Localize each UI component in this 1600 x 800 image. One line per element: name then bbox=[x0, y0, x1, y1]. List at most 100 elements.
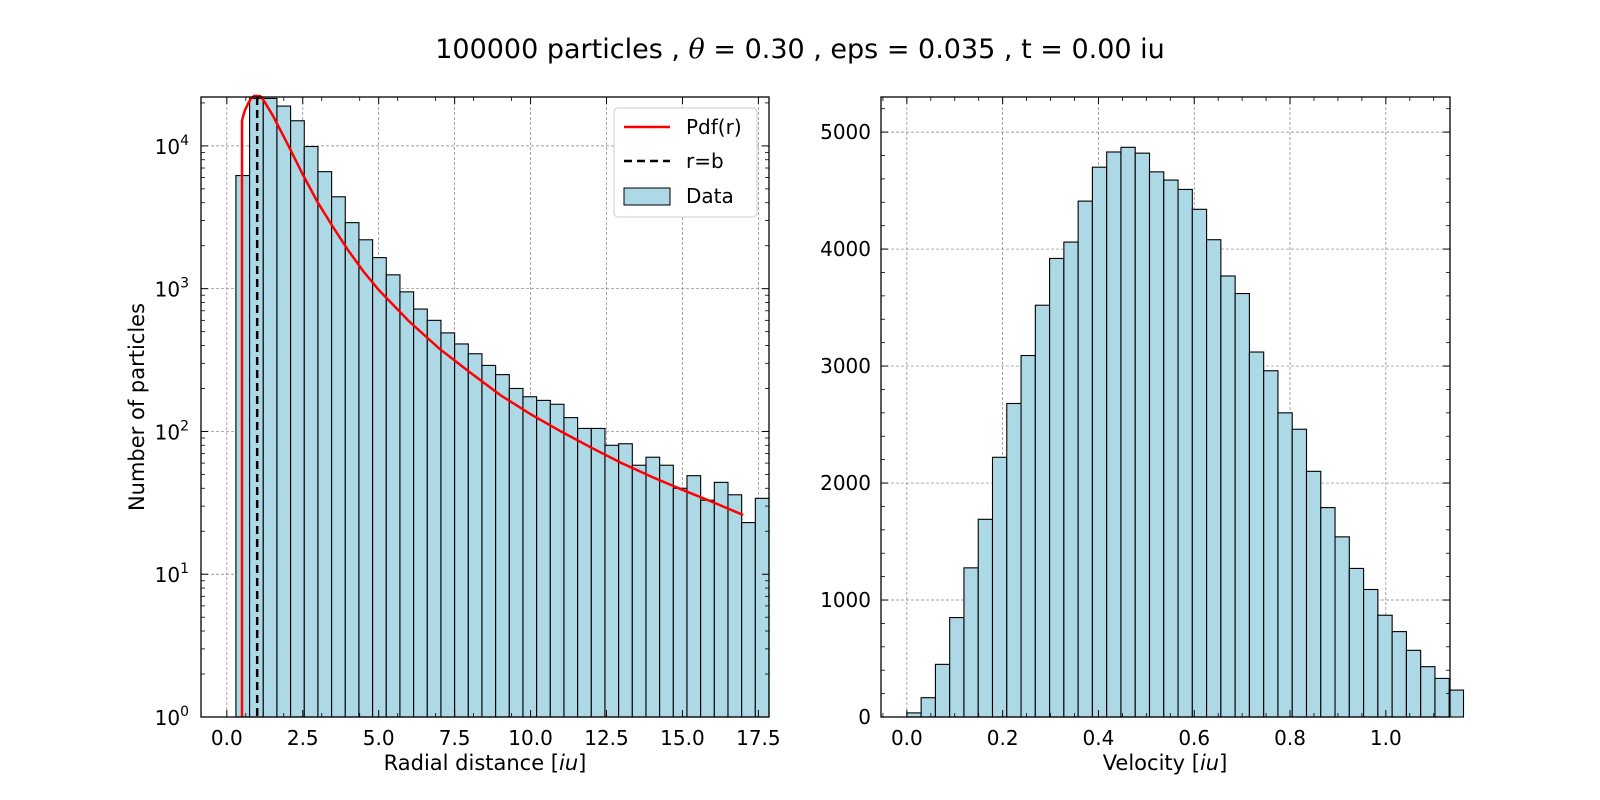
velocity-bar bbox=[1405, 649, 1422, 718]
radial-y-axis-label: Number of particles bbox=[125, 303, 149, 511]
velocity-bars bbox=[906, 146, 1465, 718]
velocity-bar bbox=[1291, 428, 1308, 718]
radial-bar bbox=[454, 343, 469, 718]
velocity-bar bbox=[1177, 188, 1193, 718]
velocity-bar bbox=[1206, 239, 1222, 718]
velocity-bar bbox=[1077, 200, 1093, 718]
radial-y-tick-labels: 100 101 102 103 104 bbox=[155, 133, 189, 730]
legend-data-label: Data bbox=[686, 184, 734, 208]
radial-bar bbox=[317, 171, 333, 718]
velocity-x-tick-labels: 0.0 0.2 0.4 0.6 0.8 1.0 bbox=[891, 726, 1402, 750]
velocity-y-tick-label: 1000 bbox=[820, 588, 871, 612]
velocity-bar bbox=[1163, 179, 1179, 718]
radial-bars bbox=[235, 97, 770, 718]
radial-x-tick-label: 2.5 bbox=[287, 726, 319, 750]
radial-bar bbox=[276, 105, 292, 718]
velocity-y-tick-label: 2000 bbox=[820, 471, 871, 495]
radial-bar bbox=[331, 196, 346, 718]
radial-bar bbox=[399, 291, 415, 718]
velocity-y-tick-label: 3000 bbox=[820, 354, 871, 378]
legend-data-swatch bbox=[623, 187, 671, 206]
radial-bar bbox=[577, 427, 592, 718]
velocity-y-tick-label: 4000 bbox=[820, 237, 871, 261]
velocity-bar bbox=[1191, 208, 1208, 718]
velocity-x-axis-label: Velocity [iu] bbox=[1103, 751, 1228, 775]
radial-x-tick-label: 10.0 bbox=[508, 726, 553, 750]
radial-bar bbox=[713, 481, 729, 718]
radial-x-axis-label: Radial distance [iu] bbox=[384, 751, 587, 775]
velocity-bar bbox=[977, 518, 994, 718]
radial-y-tick-label: 102 bbox=[155, 418, 189, 444]
radial-bar bbox=[563, 417, 579, 718]
radial-bar bbox=[590, 427, 606, 718]
velocity-bar bbox=[991, 456, 1008, 718]
pdf-curve bbox=[240, 94, 744, 717]
velocity-bar bbox=[1148, 171, 1165, 718]
radial-bar bbox=[426, 319, 442, 718]
figure-title: 100000 particles , θ = 0.30 , eps = 0.03… bbox=[0, 34, 1600, 65]
radial-bar bbox=[495, 374, 510, 718]
radial-y-tick-label: 103 bbox=[155, 276, 189, 302]
velocity-axes-frame bbox=[880, 96, 1451, 718]
velocity-x-tick-label: 1.0 bbox=[1370, 726, 1402, 750]
velocity-bar bbox=[1434, 677, 1450, 718]
radial-y-tick-label: 101 bbox=[155, 561, 189, 587]
radial-bar bbox=[467, 353, 483, 718]
velocity-bar bbox=[1305, 470, 1322, 718]
radial-bar bbox=[659, 464, 674, 718]
velocity-x-tick-label: 0.2 bbox=[987, 726, 1019, 750]
title-part-2: = 0.30 , eps = 0.035 , t = 0.00 iu bbox=[704, 34, 1165, 65]
radial-x-tick-label: 7.5 bbox=[439, 726, 471, 750]
velocity-x-tick-label: 0.4 bbox=[1083, 726, 1115, 750]
velocity-bar bbox=[1034, 304, 1051, 718]
radial-bar bbox=[618, 443, 633, 718]
velocity-bar bbox=[1006, 402, 1022, 718]
radial-bar bbox=[549, 403, 565, 718]
radial-bar bbox=[700, 499, 715, 718]
velocity-bar bbox=[1377, 614, 1393, 718]
velocity-histogram-panel: 0.0 0.2 0.4 0.6 0.8 1.0 0 1000 2000 3000 4000 5000… bbox=[820, 96, 1465, 775]
velocity-bar bbox=[1106, 151, 1122, 718]
radial-x-tick-label: 5.0 bbox=[363, 726, 395, 750]
radial-bar bbox=[536, 399, 551, 718]
velocity-bar bbox=[1334, 536, 1350, 718]
radial-bar bbox=[385, 274, 401, 718]
radial-bar bbox=[508, 387, 524, 718]
radial-bar bbox=[645, 456, 661, 718]
radial-x-tick-label: 15.0 bbox=[660, 726, 705, 750]
radial-bar bbox=[358, 239, 374, 718]
radial-bar bbox=[727, 494, 743, 718]
radial-bar bbox=[481, 364, 497, 718]
radial-bar bbox=[344, 222, 360, 718]
radial-bar bbox=[604, 444, 620, 718]
velocity-bar bbox=[1049, 257, 1065, 718]
velocity-bar bbox=[963, 567, 979, 718]
radial-ticks bbox=[201, 97, 769, 718]
radial-bar bbox=[413, 308, 428, 718]
radial-histogram-panel: 0.0 2.5 5.0 7.5 10.0 12.5 15.0 17.5 10010110210… bbox=[125, 94, 781, 775]
velocity-bar bbox=[1320, 507, 1336, 718]
velocity-bar bbox=[949, 617, 965, 718]
radial-bar bbox=[672, 487, 688, 718]
velocity-bar bbox=[1420, 666, 1436, 718]
velocity-bar bbox=[1248, 351, 1265, 718]
velocity-bar bbox=[1363, 588, 1379, 718]
pdf-curve-group bbox=[240, 94, 744, 717]
velocity-bar bbox=[934, 663, 951, 718]
velocity-y-tick-label: 0 bbox=[858, 705, 871, 729]
velocity-x-tick-label: 0.6 bbox=[1178, 726, 1210, 750]
velocity-bar bbox=[920, 697, 936, 718]
radial-bar bbox=[522, 396, 538, 718]
radial-bar bbox=[631, 464, 647, 718]
velocity-bar bbox=[1448, 689, 1465, 718]
radial-bar bbox=[262, 97, 278, 718]
radial-x-tick-label: 17.5 bbox=[736, 726, 781, 750]
radial-axes-frame bbox=[200, 96, 770, 718]
velocity-y-tick-labels: 0 1000 2000 3000 4000 5000 bbox=[820, 120, 871, 729]
velocity-bar bbox=[1263, 370, 1279, 718]
velocity-bar bbox=[1277, 412, 1293, 718]
velocity-bar bbox=[1063, 241, 1079, 718]
radial-bar bbox=[303, 145, 319, 718]
radial-x-tick-labels: 0.0 2.5 5.0 7.5 10.0 12.5 15.0 17.5 bbox=[211, 726, 781, 750]
